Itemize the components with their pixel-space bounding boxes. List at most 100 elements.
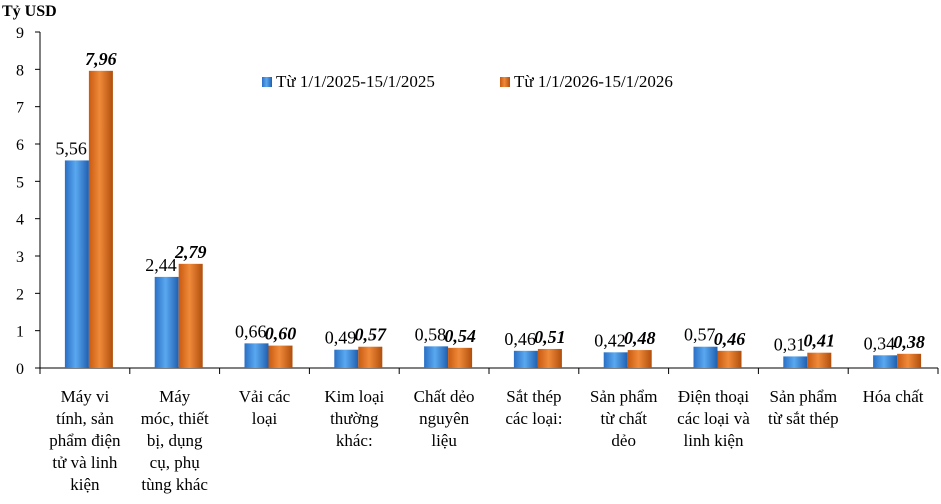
data-label-2025: 0,66 — [235, 321, 267, 341]
category-label: Máy vi tính, sản phẩm điện tử và linh kiện — [49, 387, 121, 494]
category-labels: Máy vi tính, sản phẩm điện tử và linh kiệnMá… — [49, 387, 924, 494]
data-label-2025: 0,31 — [774, 334, 806, 354]
data-label-2025: 0,34 — [864, 333, 896, 353]
category-label: Sản phẩm từ chất dẻo — [590, 387, 658, 450]
category-label-line: các loại và — [677, 409, 750, 428]
bar-2025 — [244, 343, 269, 368]
category-label-line: các loại: — [505, 409, 562, 428]
category-label-line: cụ, phụ — [150, 453, 201, 472]
category-label: Sắt thép các loại: — [505, 387, 562, 428]
category-label-line: thường — [330, 409, 379, 428]
y-tick-label: 1 — [16, 324, 24, 341]
bar-2025 — [424, 346, 449, 368]
bars — [64, 70, 922, 369]
category-label-line: khác: — [336, 431, 373, 450]
category-label-line: Máy — [159, 387, 191, 406]
data-label-2026: 0,60 — [265, 324, 297, 344]
bar-2026 — [358, 346, 383, 368]
legend-label-2025: Từ 1/1/2025-15/1/2025 — [276, 72, 435, 91]
y-tick-label: 7 — [16, 100, 24, 117]
category-label-line: linh kiện — [684, 431, 744, 450]
y-tick-label: 8 — [16, 62, 24, 79]
bar-2025 — [334, 349, 359, 368]
y-tick-label: 3 — [16, 249, 24, 266]
category-label: Chất dẻo nguyên liệu — [414, 387, 475, 450]
data-label-2026: 0,46 — [714, 329, 746, 349]
y-tick-labels: 0 1 2 3 4 5 6 7 8 9 — [16, 25, 24, 378]
data-label-2025: 5,56 — [55, 138, 87, 158]
data-label-2026: 0,48 — [624, 328, 656, 348]
category-label-line: Máy vi — [61, 387, 110, 406]
data-label-2026: 0,54 — [444, 326, 476, 346]
category-label: Máy móc, thiết bị, dụng cụ, phụ tùng khác — [141, 387, 209, 494]
category-label: Sản phẩm từ sắt thép — [768, 387, 839, 428]
bar-2025 — [693, 346, 718, 368]
bar-2025 — [783, 356, 808, 368]
data-label-2025: 0,58 — [415, 324, 447, 344]
y-axis-title: Tỷ USD — [2, 3, 57, 20]
legend: Từ 1/1/2025-15/1/2025 Từ 1/1/2026-15/1/2… — [262, 72, 673, 91]
category-label-line: dẻo — [611, 431, 636, 450]
category-label-line: Điện thoại — [678, 387, 750, 406]
y-tick-label: 6 — [16, 137, 24, 154]
data-label-2026: 0,41 — [804, 331, 836, 351]
data-label-2025: 0,57 — [684, 325, 716, 345]
data-label-2025: 2,44 — [145, 255, 177, 275]
y-tick-label: 4 — [16, 212, 24, 229]
category-label-line: liệu — [431, 431, 457, 450]
category-label-line: tùng khác — [141, 475, 208, 494]
bar-2025 — [873, 355, 898, 368]
y-tick-label: 2 — [16, 286, 24, 303]
legend-swatch-2025 — [262, 77, 272, 87]
y-tick-label: 5 — [16, 174, 24, 191]
bar-2026 — [627, 350, 652, 368]
y-tick-label: 9 — [16, 25, 24, 42]
bar-2026 — [897, 353, 922, 368]
category-label-line: Chất dẻo — [414, 387, 475, 406]
legend-swatch-2026 — [500, 77, 510, 87]
data-label-2025: 0,46 — [504, 329, 536, 349]
category-label-line: tính, sản — [56, 409, 114, 428]
y-tick-label: 0 — [16, 361, 24, 378]
category-label-line: tử và linh — [52, 453, 117, 472]
data-label-2026: 2,79 — [174, 242, 207, 262]
data-label-2025: 0,49 — [325, 328, 357, 348]
category-label-line: phẩm điện — [49, 431, 121, 450]
category-label-line: nguyên — [419, 409, 470, 428]
category-label-line: Sản phẩm — [590, 387, 658, 406]
legend-label-2026: Từ 1/1/2026-15/1/2026 — [514, 72, 673, 91]
category-label-line: từ chất — [600, 409, 647, 428]
category-label: Hóa chất — [863, 387, 924, 406]
bar-2026 — [268, 345, 293, 368]
bar-2025 — [513, 350, 538, 368]
data-label-2026: 0,38 — [893, 332, 925, 352]
data-labels: 5,567,962,442,790,660,60 0,490,57 0,580,54… — [55, 49, 924, 355]
bar-2025 — [603, 352, 628, 368]
bar-2026 — [717, 350, 742, 368]
category-label: Vải các loại — [239, 387, 291, 428]
category-label-line: Sản phẩm — [770, 387, 838, 406]
category-label-line: từ sắt thép — [768, 409, 839, 428]
category-label-line: Vải các — [239, 387, 291, 406]
category-label-line: Hóa chất — [863, 387, 924, 406]
data-label-2026: 0,51 — [534, 327, 566, 347]
bar-2026 — [178, 263, 203, 368]
data-label-2026: 7,96 — [85, 49, 117, 69]
bar-2026 — [88, 70, 113, 369]
bar-2026 — [448, 347, 473, 368]
bar-2026 — [537, 348, 562, 368]
data-label-2026: 0,57 — [355, 325, 388, 345]
category-label-line: Kim loại — [324, 387, 384, 406]
category-label: Kim loại thường khác: — [324, 387, 384, 450]
data-label-2025: 0,42 — [594, 330, 626, 350]
category-label-line: kiện — [70, 475, 100, 494]
category-label-line: loại — [252, 409, 278, 428]
category-label: Điện thoại các loại và linh kiện — [677, 387, 750, 450]
bar-2026 — [807, 352, 832, 368]
bar-2025 — [154, 276, 179, 368]
category-label-line: bị, dụng — [147, 431, 203, 450]
category-label-line: Sắt thép — [506, 387, 561, 406]
bar-2025 — [64, 160, 89, 368]
category-label-line: móc, thiết — [141, 409, 209, 428]
